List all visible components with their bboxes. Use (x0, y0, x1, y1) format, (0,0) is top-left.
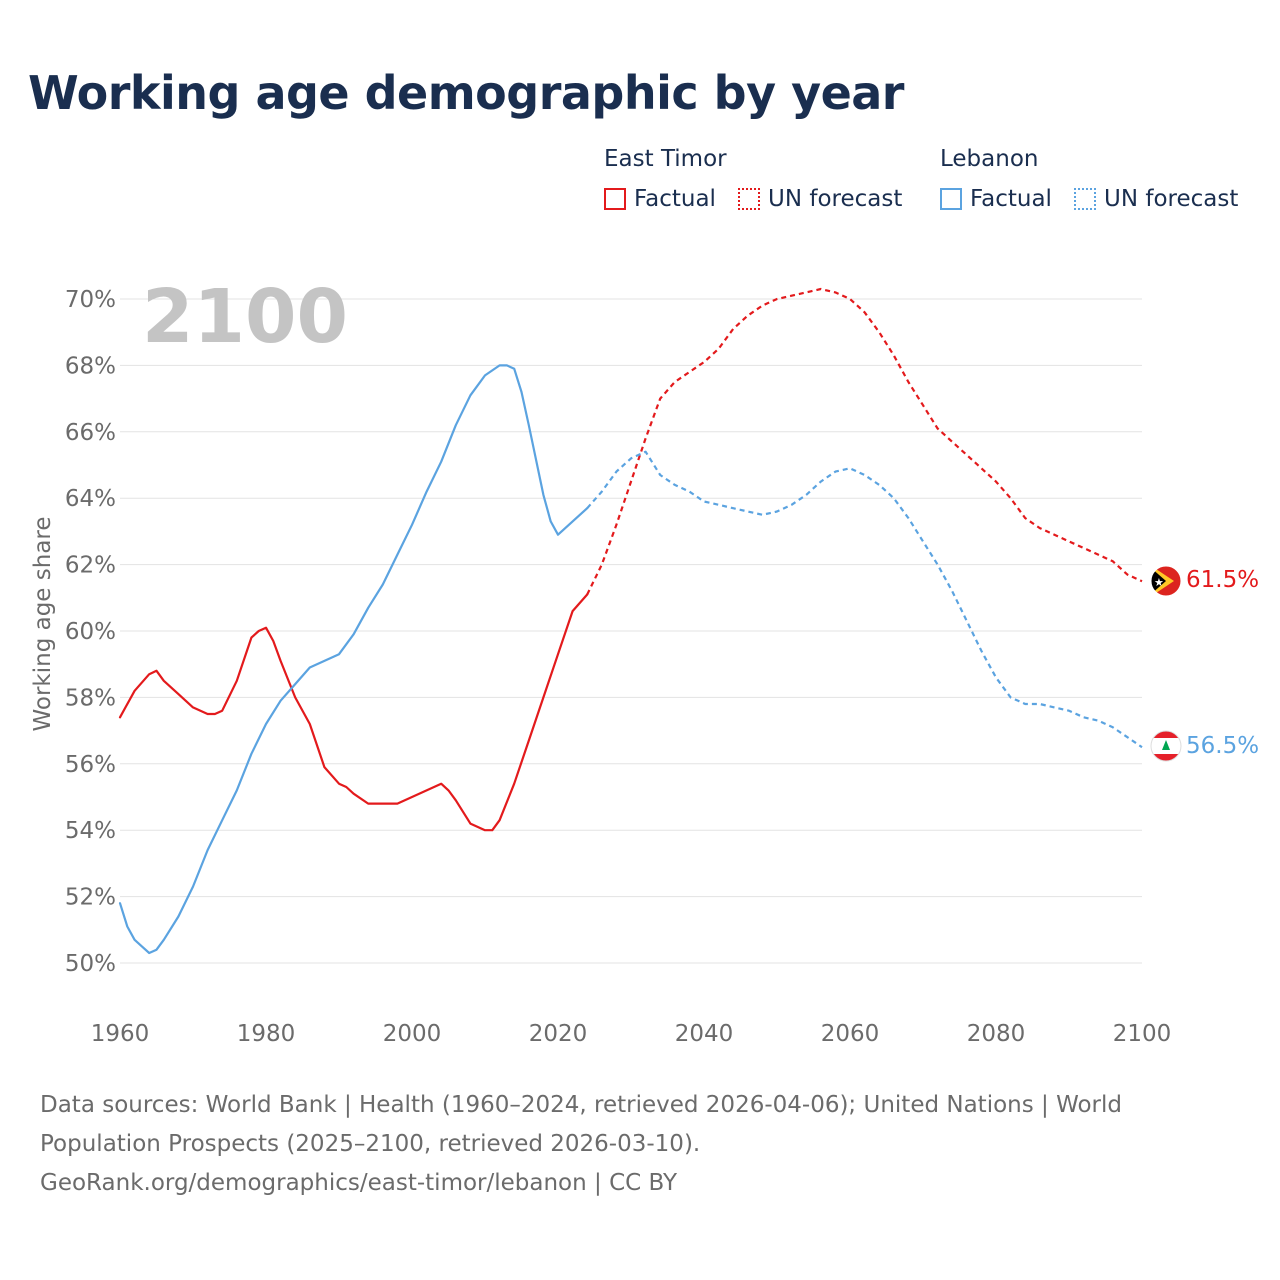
y-tick-label: 62% (65, 553, 116, 579)
chart-title: Working age demographic by year (28, 66, 905, 120)
x-tick-label: 2040 (675, 1021, 734, 1047)
legend-lebanon-forecast[interactable]: UN forecast (1074, 186, 1238, 212)
legend-group-east-timor: East Timor (604, 146, 727, 172)
x-tick-label: 2020 (529, 1021, 588, 1047)
source-attribution-link[interactable]: GeoRank.org/demographics/east-timor/leba… (40, 1170, 678, 1196)
legend-group-lebanon: Lebanon (940, 146, 1039, 172)
east-timor-flag-icon: ★ (1151, 566, 1181, 596)
year-watermark: 2100 (142, 274, 348, 360)
y-axis-label: Working age share (30, 516, 56, 731)
y-tick-label: 60% (65, 619, 116, 645)
y-tick-label: 58% (65, 685, 116, 711)
legend-swatch-solid (940, 188, 962, 210)
y-tick-label: 54% (65, 818, 116, 844)
legend-label: Factual (634, 186, 716, 212)
legend-swatch-solid (604, 188, 626, 210)
legend-east-timor-forecast[interactable]: UN forecast (738, 186, 902, 212)
source-note: Data sources: World Bank | Health (1960–… (40, 1086, 1220, 1203)
legend-swatch-dotted (1074, 188, 1096, 210)
y-tick-label: 70% (65, 287, 116, 313)
lebanon-forecast-line[interactable] (586, 450, 1143, 749)
y-tick-label: 56% (65, 752, 116, 778)
x-tick-label: 2000 (383, 1021, 442, 1047)
x-tick-label: 1980 (237, 1021, 296, 1047)
line-chart: 2100 Working age share 50% 52% 54% 56% 58% 60… (30, 274, 1259, 1047)
y-tick-label: 64% (65, 486, 116, 512)
legend-label: UN forecast (768, 186, 903, 212)
x-tick-label: 2060 (821, 1021, 880, 1047)
lebanon-end-label: 56.5% (1186, 733, 1259, 759)
y-tick-label: 52% (65, 885, 116, 911)
x-tick-label: 2080 (967, 1021, 1026, 1047)
source-line: Data sources: World Bank | Health (1960–… (40, 1092, 1122, 1118)
x-tick-label: 2100 (1113, 1021, 1172, 1047)
lebanon-factual-line[interactable] (118, 364, 589, 955)
legend-swatch-dotted (738, 188, 760, 210)
y-tick-label: 66% (65, 420, 116, 446)
svg-text:★: ★ (1154, 576, 1164, 589)
lebanon-flag-icon (1151, 731, 1181, 761)
x-tick-label: 1960 (91, 1021, 150, 1047)
east-timor-end-label: 61.5% (1186, 567, 1259, 593)
east-timor-forecast-line[interactable] (586, 287, 1143, 595)
legend-lebanon-factual[interactable]: Factual (940, 186, 1052, 212)
y-tick-label: 50% (65, 951, 116, 977)
y-tick-label: 68% (65, 353, 116, 379)
legend-east-timor-factual[interactable]: Factual (604, 186, 716, 212)
source-line: Population Prospects (2025–2100, retriev… (40, 1131, 701, 1157)
east-timor-factual-line[interactable] (118, 593, 589, 832)
legend-label: Factual (970, 186, 1052, 212)
legend-label: UN forecast (1104, 186, 1239, 212)
